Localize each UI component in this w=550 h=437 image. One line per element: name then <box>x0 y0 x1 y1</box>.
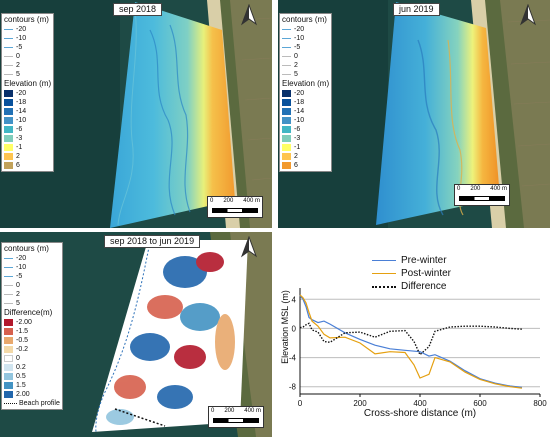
x-tick-label: 400 <box>413 399 427 408</box>
legend-entry-post-winter: Post-winter <box>372 267 451 280</box>
contour-row: -5 <box>4 43 51 52</box>
scale-bar: 0 200 400 m <box>208 406 264 428</box>
series-line-difference <box>299 322 523 356</box>
north-arrow-icon <box>240 4 258 26</box>
contour-row: -5 <box>282 43 329 52</box>
map-legend: contours (m) -20 -10 -5 0 2 5 Elevation … <box>279 13 333 172</box>
map-panel-jun-2019: jun 2019 contours (m) -20 -10 -5 0 2 5 E… <box>278 0 550 228</box>
class-row: -10 <box>4 116 51 125</box>
contour-row: -20 <box>282 25 329 34</box>
map-panel-difference: sep 2018 to jun 2019 contours (m) -20 -1… <box>0 232 272 437</box>
y-tick-label: 4 <box>292 295 297 304</box>
y-tick-label: -4 <box>289 354 297 363</box>
legend-entry-pre-winter: Pre-winter <box>372 254 451 267</box>
contour-row: 2 <box>4 290 60 299</box>
class-row: -1.5 <box>4 327 60 336</box>
class-row: -3 <box>282 134 329 143</box>
contour-row: -20 <box>4 25 51 34</box>
y-tick-label: 0 <box>292 324 297 333</box>
class-row: -10 <box>282 116 329 125</box>
x-tick-label: 600 <box>473 399 487 408</box>
map-panel-sep-2018: sep 2018 contours (m) -20 -10 -5 0 2 5 E… <box>0 0 272 228</box>
contour-row: -10 <box>4 263 60 272</box>
profile-chart: 40-4-80 200 400 600 800 Cross-shore distance… <box>280 288 547 419</box>
contour-row: 5 <box>282 70 329 79</box>
contour-row: -5 <box>4 272 60 281</box>
class-row: -6 <box>282 125 329 134</box>
y-axis-label: Elevation MSL (m) <box>280 290 290 364</box>
class-row: -20 <box>4 89 51 98</box>
x-tick-label: 0 <box>298 399 303 408</box>
panel-title: sep 2018 <box>113 3 163 16</box>
class-row: 6 <box>282 161 329 170</box>
scale-bar: 0 200 400 m <box>454 184 510 206</box>
class-row: -2.00 <box>4 318 60 327</box>
class-row: -3 <box>4 134 51 143</box>
contour-row: 5 <box>4 70 51 79</box>
class-row: -20 <box>282 89 329 98</box>
class-row: -0.5 <box>4 336 60 345</box>
contours-title: contours (m) <box>282 15 327 24</box>
class-row: 2 <box>282 152 329 161</box>
contour-row: 2 <box>282 61 329 70</box>
class-row: -18 <box>4 98 51 107</box>
contour-row: 5 <box>4 299 60 308</box>
contour-row: -10 <box>282 34 329 43</box>
satellite-background <box>0 0 272 228</box>
series-line-post-winter <box>299 294 523 389</box>
class-row: 0.2 <box>4 363 60 372</box>
panel-title: jun 2019 <box>393 3 440 16</box>
north-arrow-icon <box>519 4 537 26</box>
class-row: -1 <box>282 143 329 152</box>
contour-row: -20 <box>4 254 60 263</box>
elevation-raster <box>376 2 500 225</box>
classes-title: Elevation (m) <box>282 79 330 88</box>
x-tick-label: 800 <box>533 399 547 408</box>
y-tick-label: -8 <box>289 383 297 392</box>
beach-profile-line <box>114 408 166 427</box>
class-row: -6 <box>4 125 51 134</box>
class-row: 0 <box>4 354 60 363</box>
panel-title: sep 2018 to jun 2019 <box>104 235 201 248</box>
class-row: -14 <box>282 107 329 116</box>
elevation-raster <box>110 2 235 228</box>
class-row: -14 <box>4 107 51 116</box>
contour-row: 0 <box>282 52 329 61</box>
class-row: 6 <box>4 161 51 170</box>
class-row: -18 <box>282 98 329 107</box>
class-row: -1 <box>4 143 51 152</box>
contours-title: contours (m) <box>4 15 49 24</box>
contour-row: -10 <box>4 34 51 43</box>
class-row: 2 <box>4 152 51 161</box>
class-row: -0.2 <box>4 345 60 354</box>
profile-row: Beach profile <box>4 399 60 408</box>
series-line-pre-winter <box>299 295 523 388</box>
map-legend: contours (m) -20 -10 -5 0 2 5 Difference… <box>1 242 63 410</box>
classes-title: Difference(m) <box>4 308 53 317</box>
class-row: 1.5 <box>4 381 60 390</box>
scale-bar: 0 200 400 m <box>207 196 263 218</box>
contour-row: 0 <box>4 281 60 290</box>
class-row: 0.5 <box>4 372 60 381</box>
chart-legend: Pre-winter Post-winter Difference <box>372 254 451 293</box>
contours-title: contours (m) <box>4 244 49 253</box>
x-tick-label: 200 <box>353 399 367 408</box>
legend-entry-difference: Difference <box>372 280 451 293</box>
classes-title: Elevation (m) <box>4 79 52 88</box>
x-axis-label: Cross-shore distance (m) <box>364 408 476 419</box>
contour-row: 2 <box>4 61 51 70</box>
north-arrow-icon <box>240 236 258 258</box>
class-row: 2.00 <box>4 390 60 399</box>
map-legend: contours (m) -20 -10 -5 0 2 5 Elevation … <box>1 13 55 172</box>
contour-row: 0 <box>4 52 51 61</box>
